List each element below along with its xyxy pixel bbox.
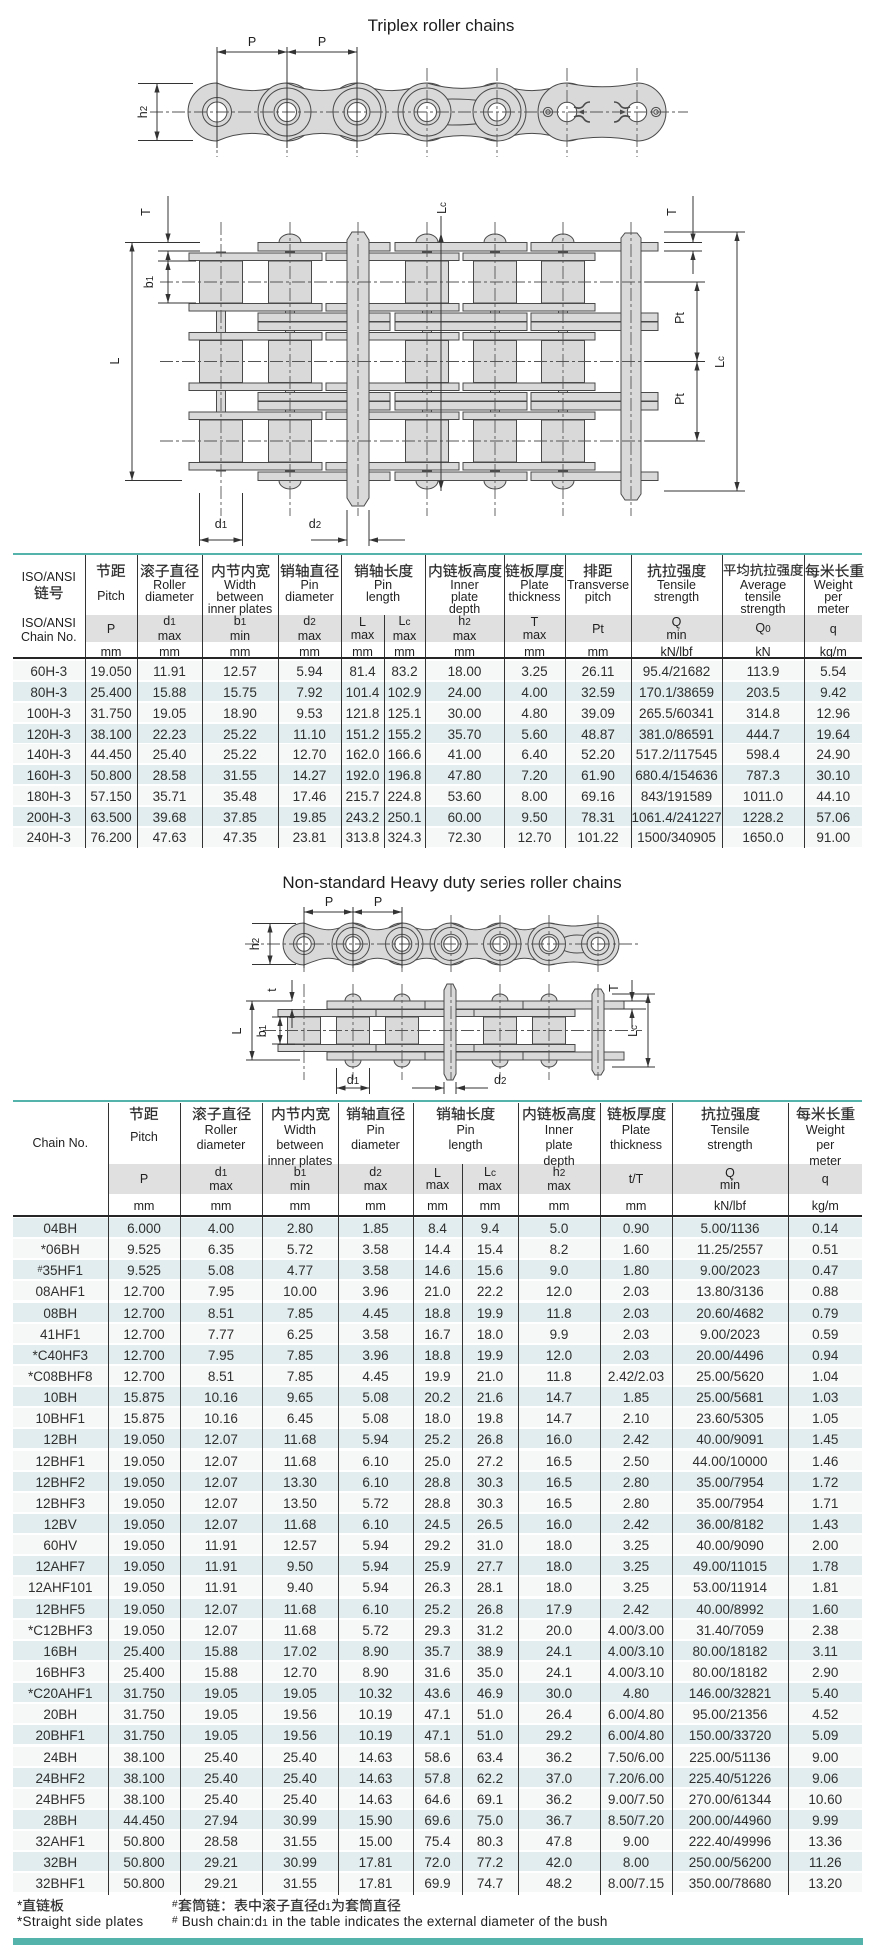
svg-text:P: P bbox=[318, 35, 326, 49]
svg-text:h2: h2 bbox=[248, 938, 262, 950]
svg-text:P: P bbox=[248, 35, 256, 49]
svg-text:Lc: Lc bbox=[626, 1025, 640, 1037]
svg-text:Lc: Lc bbox=[713, 356, 727, 368]
svg-text:t: t bbox=[265, 988, 279, 992]
svg-text:P: P bbox=[325, 895, 333, 909]
svg-text:L: L bbox=[108, 357, 122, 364]
svg-text:d1: d1 bbox=[215, 517, 227, 531]
svg-text:Pt: Pt bbox=[673, 393, 687, 405]
svg-text:d2: d2 bbox=[494, 1073, 506, 1087]
svg-text:P: P bbox=[374, 895, 382, 909]
svg-text:Pt: Pt bbox=[673, 312, 687, 324]
svg-text:T: T bbox=[665, 208, 679, 216]
svg-text:Lc: Lc bbox=[435, 202, 449, 214]
svg-text:d1: d1 bbox=[347, 1073, 359, 1087]
svg-text:L: L bbox=[230, 1027, 244, 1034]
svg-text:h2: h2 bbox=[136, 106, 150, 118]
svg-text:T: T bbox=[139, 208, 153, 216]
svg-text:b1: b1 bbox=[142, 276, 156, 288]
svg-text:b1: b1 bbox=[255, 1025, 269, 1037]
svg-text:T: T bbox=[607, 984, 621, 992]
svg-text:d2: d2 bbox=[309, 517, 321, 531]
